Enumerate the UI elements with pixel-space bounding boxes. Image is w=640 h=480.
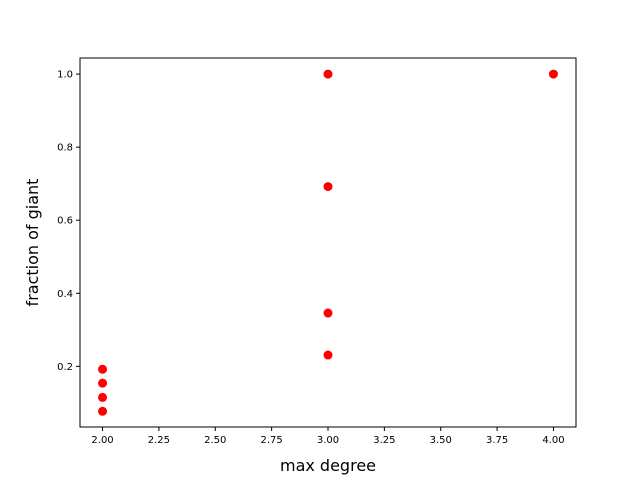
points-layer bbox=[98, 69, 558, 416]
plot-frame bbox=[79, 57, 577, 428]
data-point bbox=[548, 69, 558, 79]
data-point bbox=[98, 378, 108, 388]
y-tick-label: 0.2 bbox=[57, 362, 73, 373]
data-point bbox=[98, 364, 108, 374]
data-point bbox=[323, 69, 333, 79]
data-point bbox=[98, 406, 108, 416]
y-tick-label: 0.8 bbox=[57, 143, 73, 154]
x-tick-label: 2.00 bbox=[91, 435, 113, 446]
y-tick-label: 0.6 bbox=[57, 216, 73, 227]
y-tick-label: 0.4 bbox=[57, 289, 73, 300]
x-tick-label: 2.75 bbox=[261, 435, 283, 446]
x-tick-label: 2.25 bbox=[148, 435, 170, 446]
x-tick-label: 3.25 bbox=[373, 435, 395, 446]
x-tick-label: 2.50 bbox=[204, 435, 226, 446]
x-tick-label: 3.00 bbox=[317, 435, 339, 446]
data-point bbox=[98, 392, 108, 402]
ticks-layer: 2.00 2.25 2.50 2.75 3.00 3.25 3.50 3.75 4.00 0.2 0… bbox=[57, 70, 564, 446]
y-axis-label: fraction of giant bbox=[23, 179, 42, 307]
data-point bbox=[323, 182, 333, 192]
x-axis-label: max degree bbox=[280, 456, 376, 475]
y-tick-label: 1.0 bbox=[57, 70, 73, 81]
x-tick-label: 3.75 bbox=[486, 435, 508, 446]
x-tick-label: 3.50 bbox=[430, 435, 452, 446]
data-point bbox=[323, 308, 333, 318]
x-tick-label: 4.00 bbox=[542, 435, 564, 446]
data-point bbox=[323, 350, 333, 360]
